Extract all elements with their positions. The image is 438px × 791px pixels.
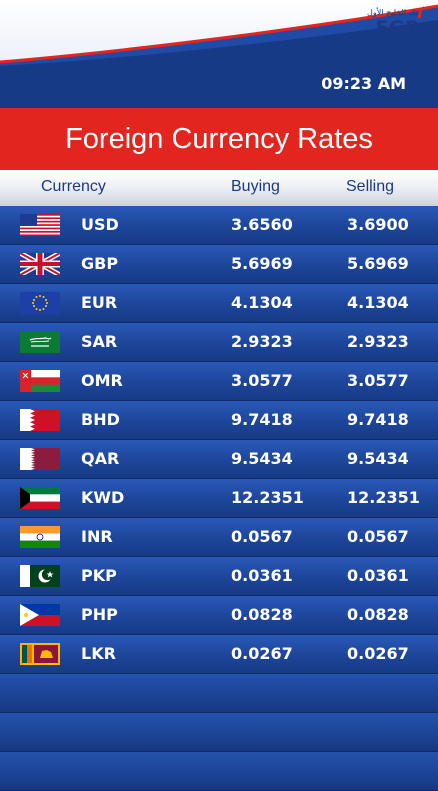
currency-code: BHD — [81, 410, 120, 429]
buying-column-header: Buying — [231, 178, 280, 195]
buying-rate: 0.0267 — [231, 644, 293, 663]
empty-row — [0, 674, 438, 713]
table-row: PHP 0.0828 0.0828 — [0, 596, 438, 635]
header-swoosh — [0, 4, 438, 108]
selling-rate: 0.0267 — [347, 644, 409, 663]
pakistan-flag-icon — [20, 565, 60, 587]
buying-rate: 0.0828 — [231, 605, 293, 624]
oman-flag-icon — [20, 370, 60, 392]
logo-mark-icon — [418, 6, 424, 18]
title-bar: Foreign Currency Rates — [0, 108, 438, 170]
buying-rate: 0.0567 — [231, 527, 293, 546]
buying-rate: 9.5434 — [231, 449, 293, 468]
buying-rate: 9.7418 — [231, 410, 293, 429]
buying-rate: 0.0361 — [231, 566, 293, 585]
currency-code: GBP — [81, 254, 119, 273]
selling-rate: 9.5434 — [347, 449, 409, 468]
table-row: QAR 9.5434 9.5434 — [0, 440, 438, 479]
currency-code: OMR — [81, 371, 123, 390]
selling-rate: 2.9323 — [347, 332, 409, 351]
bahrain-flag-icon — [20, 409, 60, 431]
currency-code: LKR — [81, 644, 116, 663]
currency-code: EUR — [81, 293, 118, 312]
header: بنك الخليج الأول FGB 09:23 AM — [0, 0, 438, 108]
kuwait-flag-icon — [20, 487, 60, 509]
qatar-flag-icon — [20, 448, 60, 470]
table-row: KWD 12.2351 12.2351 — [0, 479, 438, 518]
currency-code: PKP — [81, 566, 117, 585]
us-flag-icon — [20, 214, 60, 236]
currency-code: SAR — [81, 332, 118, 351]
saudi-flag-icon — [20, 331, 60, 353]
selling-rate: 0.0361 — [347, 566, 409, 585]
page-title: Foreign Currency Rates — [65, 122, 373, 155]
selling-rate: 4.1304 — [347, 293, 409, 312]
selling-rate: 3.0577 — [347, 371, 409, 390]
philippines-flag-icon — [20, 604, 60, 626]
table-row: INR 0.0567 0.0567 — [0, 518, 438, 557]
logo-text: FGB — [375, 17, 420, 39]
currency-code: QAR — [81, 449, 120, 468]
buying-rate: 3.0577 — [231, 371, 293, 390]
srilanka-flag-icon — [20, 643, 60, 665]
table-row: BHD 9.7418 9.7418 — [0, 401, 438, 440]
empty-row — [0, 752, 438, 791]
table-row: PKP 0.0361 0.0361 — [0, 557, 438, 596]
currency-code: INR — [81, 527, 113, 546]
selling-column-header: Selling — [346, 178, 395, 195]
table-row: USD 3.6560 3.6900 — [0, 206, 438, 245]
logo-arabic-text: بنك الخليج الأول — [367, 8, 420, 17]
table-row: OMR 3.0577 3.0577 — [0, 362, 438, 401]
uk-flag-icon — [20, 253, 60, 275]
selling-rate: 5.6969 — [347, 254, 409, 273]
currency-code: PHP — [81, 605, 118, 624]
table-row: GBP 5.6969 5.6969 — [0, 245, 438, 284]
table-row: EUR 4.1304 4.1304 — [0, 284, 438, 323]
rates-table: USD 3.6560 3.6900 GBP 5.6969 5.6969 EUR … — [0, 206, 438, 791]
selling-rate: 3.6900 — [347, 215, 409, 234]
india-flag-icon — [20, 526, 60, 548]
column-header: Currency Buying Selling — [0, 170, 438, 206]
clock: 09:23 AM — [321, 74, 406, 93]
eu-flag-icon — [20, 292, 60, 314]
selling-rate: 12.2351 — [347, 488, 420, 507]
table-row: LKR 0.0267 0.0267 — [0, 635, 438, 674]
selling-rate: 0.0828 — [347, 605, 409, 624]
currency-code: USD — [81, 215, 119, 234]
buying-rate: 2.9323 — [231, 332, 293, 351]
selling-rate: 0.0567 — [347, 527, 409, 546]
table-row: SAR 2.9323 2.9323 — [0, 323, 438, 362]
fgb-logo: بنك الخليج الأول FGB — [367, 6, 424, 39]
empty-row — [0, 713, 438, 752]
currency-column-header: Currency — [41, 178, 106, 195]
buying-rate: 5.6969 — [231, 254, 293, 273]
buying-rate: 4.1304 — [231, 293, 293, 312]
currency-code: KWD — [81, 488, 125, 507]
selling-rate: 9.7418 — [347, 410, 409, 429]
buying-rate: 12.2351 — [231, 488, 304, 507]
buying-rate: 3.6560 — [231, 215, 293, 234]
